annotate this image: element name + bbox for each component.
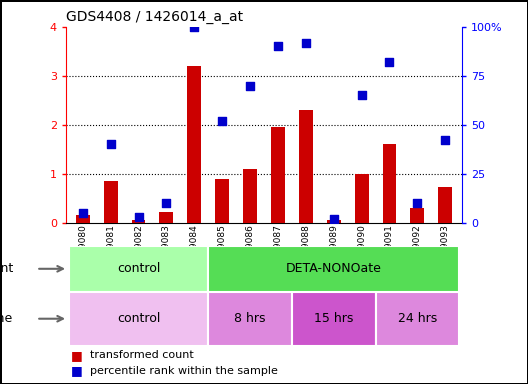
Point [246, 83, 254, 89]
Text: DETA-NONOate: DETA-NONOate [286, 262, 382, 275]
Point [218, 118, 227, 124]
Text: time: time [0, 312, 13, 325]
Text: transformed count: transformed count [90, 350, 193, 360]
Bar [187, 66, 201, 223]
Bar [327, 220, 341, 223]
Point [274, 43, 282, 50]
Text: control: control [117, 312, 160, 325]
Point [301, 40, 310, 46]
Text: agent: agent [0, 262, 13, 275]
Bar [215, 179, 229, 223]
Bar [292, 292, 375, 346]
Point [385, 59, 394, 65]
Text: 24 hrs: 24 hrs [398, 312, 437, 325]
Text: ■: ■ [71, 349, 83, 362]
Bar [69, 292, 208, 346]
Point [413, 200, 421, 206]
Point [134, 214, 143, 220]
Bar [410, 208, 425, 223]
Point [357, 92, 366, 98]
Bar [159, 212, 173, 223]
Point [79, 210, 87, 216]
Point [190, 24, 199, 30]
Text: 15 hrs: 15 hrs [314, 312, 353, 325]
Bar [375, 292, 459, 346]
Point [441, 137, 449, 144]
Point [107, 141, 115, 147]
Text: ■: ■ [71, 364, 83, 377]
Bar [243, 169, 257, 223]
Text: 8 hrs: 8 hrs [234, 312, 266, 325]
Bar [299, 110, 313, 223]
Point [329, 216, 338, 222]
Bar [76, 215, 90, 223]
Bar [355, 174, 369, 223]
Bar [131, 220, 146, 223]
Bar [103, 181, 118, 223]
Bar [208, 292, 292, 346]
Point [162, 200, 171, 206]
Bar [438, 187, 452, 223]
Bar [69, 246, 208, 292]
Bar [271, 127, 285, 223]
Text: control: control [117, 262, 160, 275]
Bar [208, 246, 459, 292]
Text: GDS4408 / 1426014_a_at: GDS4408 / 1426014_a_at [66, 10, 243, 25]
Bar [382, 144, 397, 223]
Text: percentile rank within the sample: percentile rank within the sample [90, 366, 278, 376]
